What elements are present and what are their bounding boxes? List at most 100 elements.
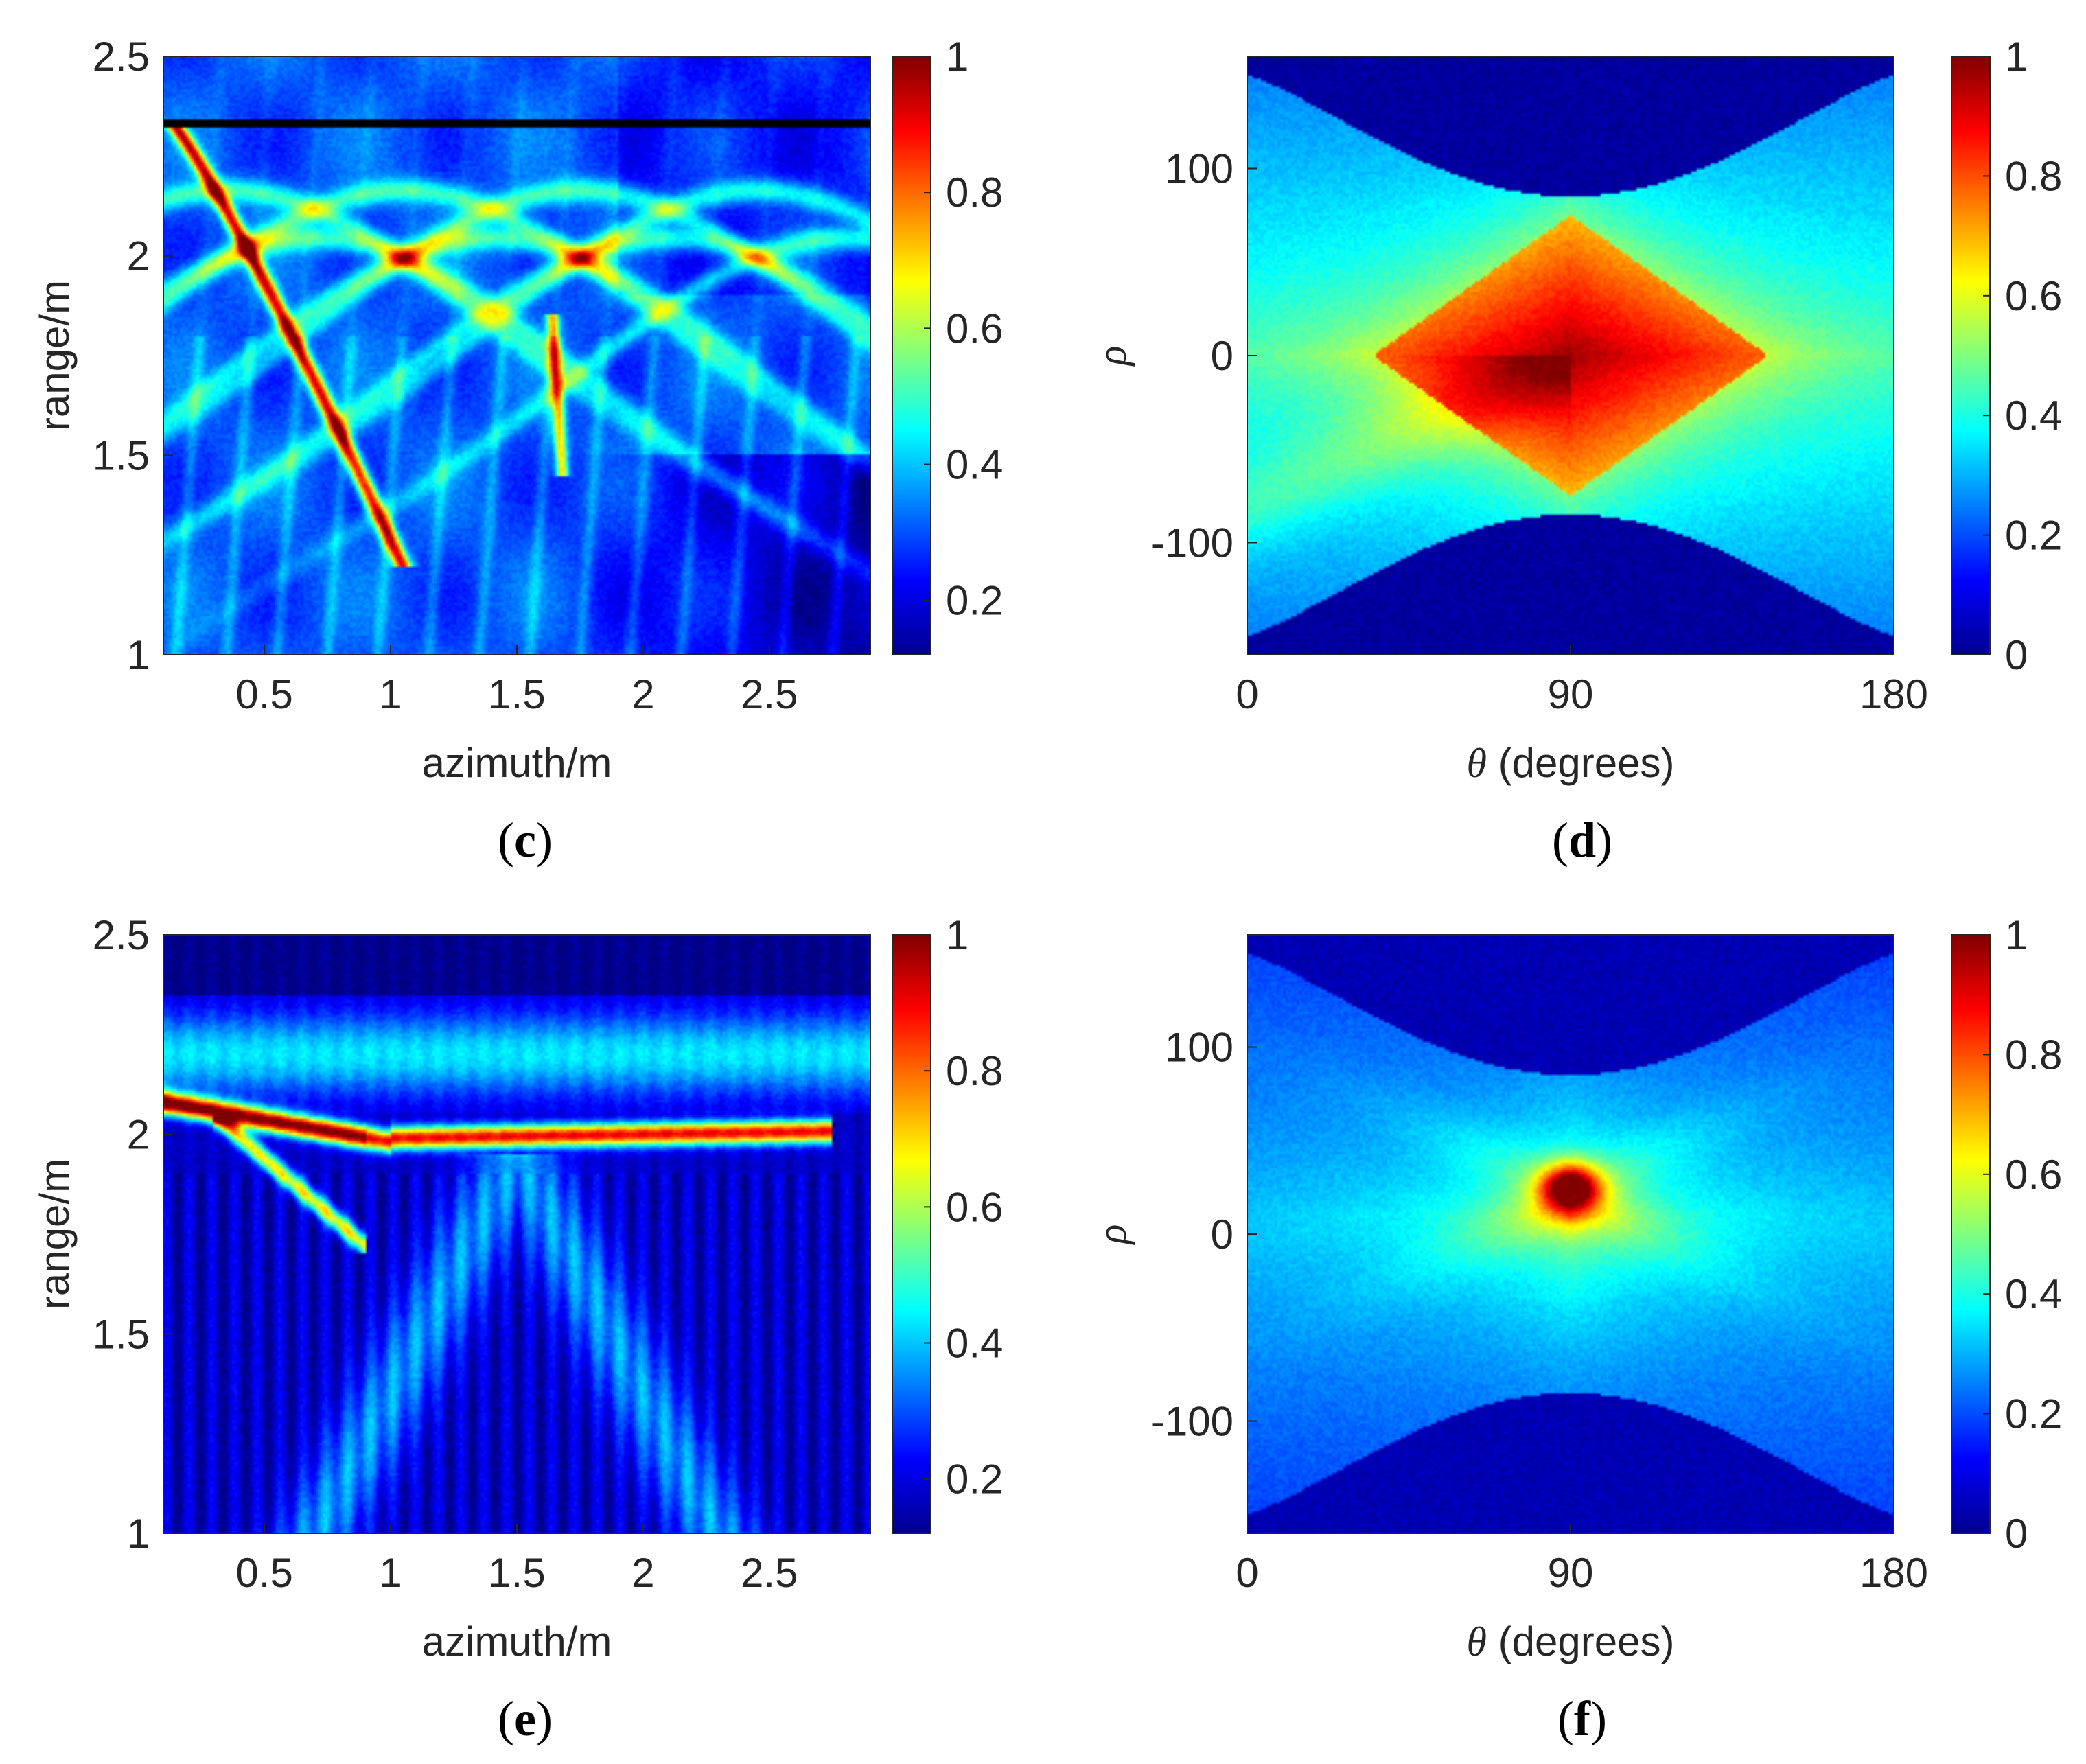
axis-ticks-d: 0 90 180 100 0 -100 (1151, 146, 1928, 718)
colorbar-frame-f (1951, 934, 1991, 1534)
heatmap-d-wrap (1247, 56, 1894, 655)
colorbar-ticks-c: 0.2 0.4 0.6 0.8 1 (924, 34, 1003, 624)
colorbar-frame-c (892, 56, 931, 655)
heatmap-e-wrap (163, 935, 870, 1533)
ylabel-c: range/m (32, 280, 78, 431)
ytick-label-f-1: 0 (1211, 1211, 1233, 1257)
axis-ticks-e: 0.5 1 1.5 2 2.5 1 1.5 2 2.5 (93, 912, 798, 1596)
ytick-label-e-1: 1.5 (93, 1311, 150, 1357)
heatmap-d (1247, 56, 1894, 655)
xlabel-e: azimuth/m (422, 1618, 612, 1664)
panel-label-f: (f) (1557, 1691, 1607, 1746)
ytick-label-c-0: 1 (127, 632, 150, 678)
panel-c: 0.5 1 1.5 2 2.5 1 1.5 2 2.5 azimuth/m range/m 0.… (32, 34, 1003, 868)
xtick-label-e-1: 1 (379, 1550, 402, 1596)
panel-e: 0.5 1 1.5 2 2.5 1 1.5 2 2.5 azimuth/m range/m 0.… (32, 912, 1003, 1746)
xtick-label-e-0: 0.5 (235, 1550, 292, 1596)
colorbar-c (892, 56, 931, 655)
ytick-label-d-0: 100 (1165, 146, 1233, 192)
cbtick-label-e-3: 0.8 (946, 1048, 1003, 1094)
colorbar-f (1951, 935, 1990, 1533)
cbtick-label-c-2: 0.6 (946, 305, 1003, 351)
panel-letter-f: f (1574, 1691, 1591, 1746)
cbtick-label-f-5: 1 (2005, 912, 2028, 958)
xtick-label-f-0: 0 (1236, 1550, 1258, 1596)
ytick-label-e-0: 1 (127, 1511, 150, 1557)
heatmap-c-wrap (163, 56, 870, 655)
panel-letter-c: c (514, 813, 536, 868)
cbtick-label-d-5: 1 (2005, 34, 2028, 80)
cbtick-label-c-0: 0.2 (946, 578, 1003, 624)
ylabel-e: range/m (32, 1159, 78, 1310)
heatmap-f-wrap (1247, 935, 1894, 1533)
cbtick-label-d-2: 0.4 (2005, 393, 2062, 439)
axis-ticks-c: 0.5 1 1.5 2 2.5 1 1.5 2 2.5 (93, 34, 798, 717)
ytick-label-c-1: 1.5 (93, 432, 150, 478)
colorbar-ticks-e: 0.2 0.4 0.6 0.8 1 (924, 912, 1003, 1502)
xtick-label-d-1: 90 (1548, 671, 1594, 717)
cbtick-label-d-3: 0.6 (2005, 273, 2062, 319)
xtick-label-c-4: 2.5 (741, 671, 798, 717)
xlabel-d-text: (degrees) (1487, 740, 1674, 786)
cbtick-label-e-4: 1 (946, 912, 969, 958)
xtick-label-c-0: 0.5 (235, 671, 292, 717)
cbtick-label-f-4: 0.8 (2005, 1032, 2062, 1078)
panel-label-c: (c) (498, 813, 553, 868)
xlabel-c: azimuth/m (422, 740, 612, 786)
panel-letter-d: d (1568, 813, 1596, 868)
xtick-label-e-3: 2 (631, 1550, 654, 1596)
ytick-label-d-2: -100 (1151, 520, 1233, 566)
xtick-label-e-2: 1.5 (488, 1550, 545, 1596)
colorbar-ticks-f: 0 0.2 0.4 0.6 0.8 1 (1983, 912, 2062, 1557)
ytick-label-f-0: 100 (1165, 1025, 1233, 1071)
cbtick-label-e-1: 0.4 (946, 1321, 1003, 1367)
xtick-label-e-4: 2.5 (741, 1550, 798, 1596)
cbtick-label-e-0: 0.2 (946, 1457, 1003, 1502)
xlabel-d: θ (degrees) (1467, 740, 1675, 786)
xlabel-f-symbol: θ (1467, 1619, 1487, 1664)
ylabel-d: ρ (1089, 346, 1135, 367)
xtick-label-c-1: 1 (379, 671, 402, 717)
ytick-label-d-1: 0 (1211, 333, 1233, 379)
xlabel-d-symbol: θ (1467, 741, 1487, 786)
panel-letter-e: e (514, 1691, 536, 1746)
cbtick-label-d-4: 0.8 (2005, 153, 2062, 199)
cbtick-label-c-3: 0.8 (946, 170, 1003, 216)
ytick-label-f-2: -100 (1151, 1399, 1233, 1445)
xtick-label-d-2: 180 (1859, 671, 1928, 717)
cbtick-label-c-4: 1 (946, 34, 969, 80)
ytick-label-e-2: 2 (127, 1112, 150, 1158)
axis-ticks-f: 0 90 180 100 0 -100 (1151, 1025, 1928, 1597)
ytick-label-c-3: 2.5 (93, 34, 150, 80)
panel-label-e: (e) (498, 1691, 553, 1746)
xtick-label-c-3: 2 (631, 671, 654, 717)
xtick-label-d-0: 0 (1236, 671, 1258, 717)
cbtick-label-f-1: 0.2 (2005, 1391, 2062, 1437)
xtick-label-c-2: 1.5 (488, 671, 545, 717)
cbtick-label-c-1: 0.4 (946, 442, 1003, 488)
ylabel-f: ρ (1089, 1225, 1135, 1246)
xtick-label-f-2: 180 (1859, 1550, 1928, 1596)
xlabel-f-text: (degrees) (1487, 1618, 1674, 1664)
colorbar-ticks-d: 0 0.2 0.4 0.6 0.8 1 (1983, 34, 2062, 678)
heatmap-e (163, 935, 870, 1533)
heatmap-f (1247, 935, 1894, 1533)
cbtick-label-e-2: 0.6 (946, 1184, 1003, 1230)
xlabel-f: θ (degrees) (1467, 1618, 1675, 1664)
ytick-label-c-2: 2 (127, 233, 150, 279)
colorbar-e (892, 935, 931, 1533)
heatmap-c (163, 56, 870, 655)
cbtick-label-f-3: 0.6 (2005, 1152, 2062, 1198)
cbtick-label-f-0: 0 (2005, 1511, 2028, 1557)
ytick-label-e-3: 2.5 (93, 912, 150, 958)
cbtick-label-d-1: 0.2 (2005, 513, 2062, 559)
cbtick-label-d-0: 0 (2005, 632, 2028, 678)
panel-label-d: (d) (1552, 813, 1612, 868)
xtick-label-f-1: 90 (1548, 1550, 1594, 1596)
colorbar-frame-d (1951, 56, 1991, 655)
cbtick-label-f-2: 0.4 (2005, 1271, 2062, 1317)
colorbar-frame-e (892, 934, 931, 1534)
